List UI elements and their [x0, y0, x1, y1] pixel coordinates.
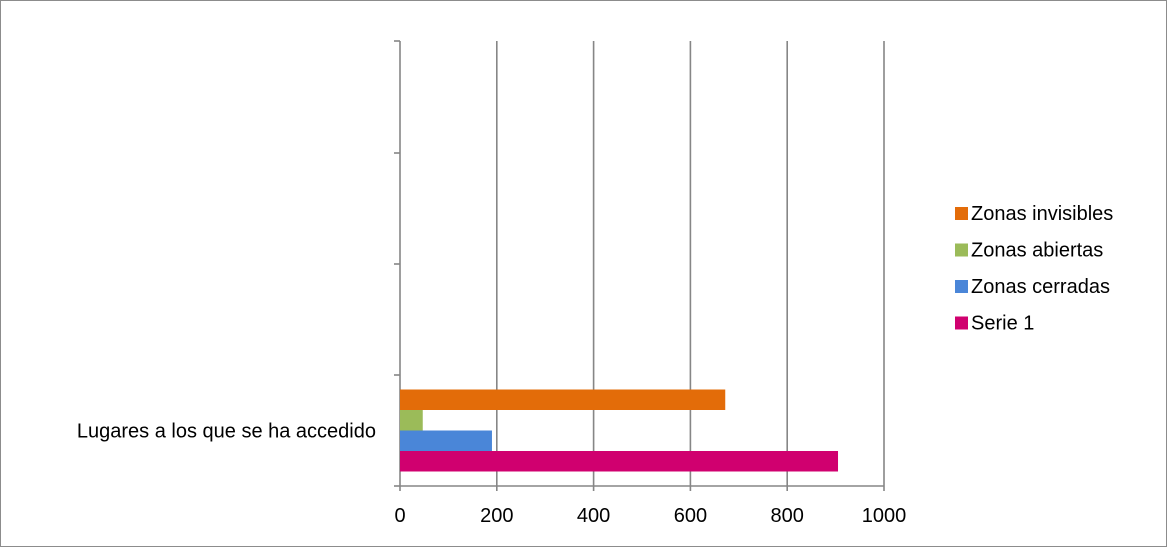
- legend: Zonas invisibles Zonas abiertas Zonas cerr…: [955, 203, 1113, 335]
- legend-label: Zonas invisibles: [971, 203, 1113, 225]
- legend-label: Zonas abiertas: [971, 240, 1103, 262]
- category-label: Lugares a los que se ha accedido: [77, 421, 376, 443]
- x-tick-label: 600: [674, 505, 707, 527]
- bars: [400, 389, 839, 472]
- bar-zonas-invisibles: [400, 389, 726, 410]
- gridlines: [495, 41, 885, 486]
- legend-swatch: [955, 207, 968, 220]
- x-tick-label: 400: [577, 505, 610, 527]
- axis-labels: 0 200 400 600 800 1000 Lugares a los que se ha…: [77, 421, 906, 528]
- legend-label: Zonas cerradas: [971, 276, 1110, 298]
- axes: [394, 40, 885, 491]
- x-tick-label: 0: [394, 505, 405, 527]
- bar-zonas-abiertas: [400, 410, 423, 431]
- legend-label: Serie 1: [971, 313, 1034, 335]
- x-tick-label: 200: [480, 505, 513, 527]
- bar-zonas-cerradas: [400, 430, 492, 451]
- x-tick-label: 800: [771, 505, 804, 527]
- x-tick-label: 1000: [862, 505, 907, 527]
- legend-swatch: [955, 280, 968, 293]
- legend-swatch: [955, 316, 968, 330]
- legend-swatch: [955, 243, 968, 257]
- bar-serie-1: [400, 451, 839, 472]
